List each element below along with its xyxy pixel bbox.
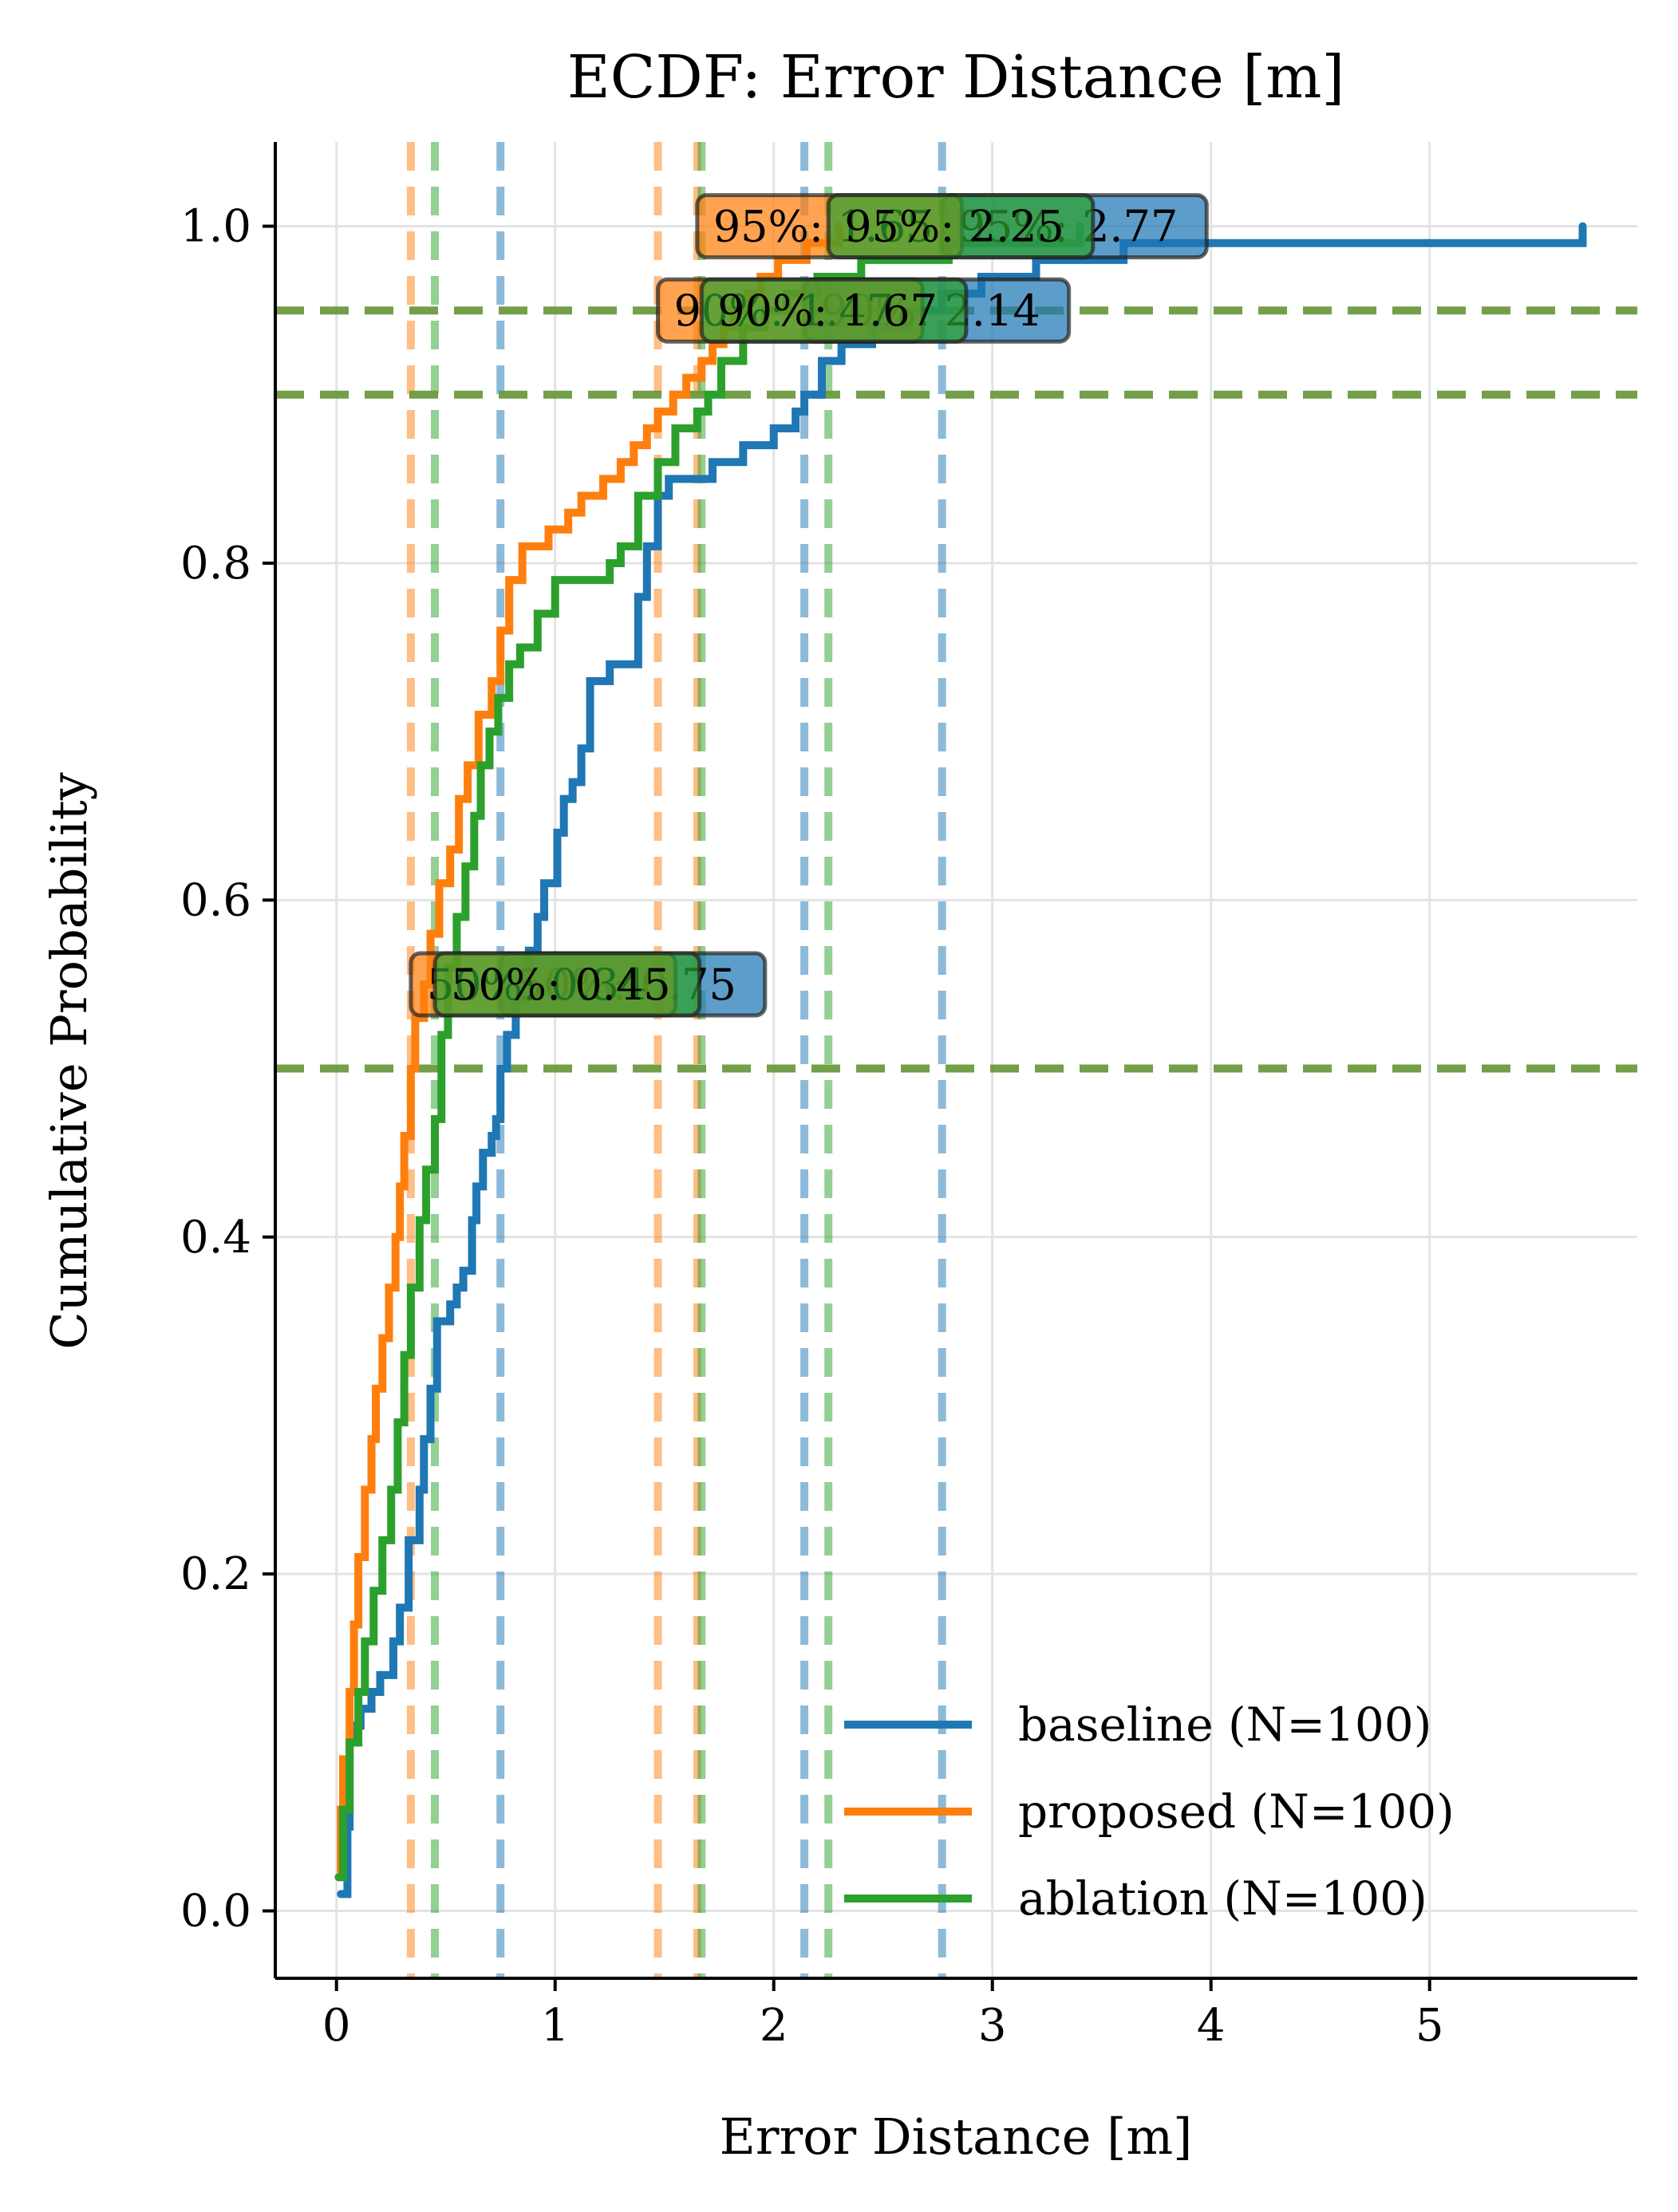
legend-label: proposed (N=100) (1018, 1784, 1455, 1839)
legend-label: ablation (N=100) (1018, 1871, 1427, 1926)
annotation-label: 95%: 2.25 (844, 201, 1064, 251)
x-tick-label: 4 (1197, 2000, 1226, 2052)
percentile-annotation: 90%: 1.67 (699, 277, 969, 344)
x-tick-label: 0 (322, 2000, 351, 2052)
y-tick-label: 0.4 (180, 1212, 251, 1264)
x-tick-label: 5 (1415, 2000, 1444, 2052)
percentile-lines (275, 142, 1637, 1978)
series-line (334, 222, 843, 1882)
y-tick-label: 0.8 (180, 538, 251, 589)
axes (263, 142, 1637, 1991)
y-tick-label: 0.0 (180, 1886, 251, 1938)
legend: baseline (N=100) proposed (N=100) ablation… (844, 1697, 1455, 1926)
series-line (334, 222, 1084, 1882)
chart-title: ECDF: Error Distance [m] (567, 43, 1345, 112)
tick-labels: 0 1 2 3 4 5 0.0 0.2 0.4 0.6 0.8 1.0 (180, 201, 1444, 2052)
legend-entry: proposed (N=100) (844, 1784, 1455, 1839)
y-tick-label: 0.6 (180, 874, 251, 926)
x-tick-label: 1 (541, 2000, 570, 2052)
y-axis-label: Cumulative Probability (40, 772, 98, 1350)
x-tick-label: 2 (760, 2000, 788, 2052)
series-lines (334, 222, 1587, 1899)
annotation-box (699, 277, 969, 344)
legend-entry: ablation (N=100) (844, 1871, 1427, 1926)
y-tick-label: 1.0 (180, 201, 251, 253)
x-tick-label: 3 (978, 2000, 1007, 2052)
legend-entry: baseline (N=100) (844, 1697, 1431, 1752)
annotation-label: 50%: 0.45 (451, 960, 671, 1010)
annotation-box (826, 193, 1096, 260)
percentile-annotation: 95%: 2.25 (826, 193, 1096, 260)
y-tick-label: 0.2 (180, 1548, 251, 1600)
annotation-box (432, 951, 702, 1018)
percentile-annotation: 50%: 0.45 (432, 951, 702, 1018)
annotation-label: 90%: 1.67 (717, 286, 938, 336)
series-line (337, 222, 1587, 1899)
x-axis-label: Error Distance [m] (720, 2108, 1193, 2166)
legend-label: baseline (N=100) (1018, 1697, 1431, 1752)
